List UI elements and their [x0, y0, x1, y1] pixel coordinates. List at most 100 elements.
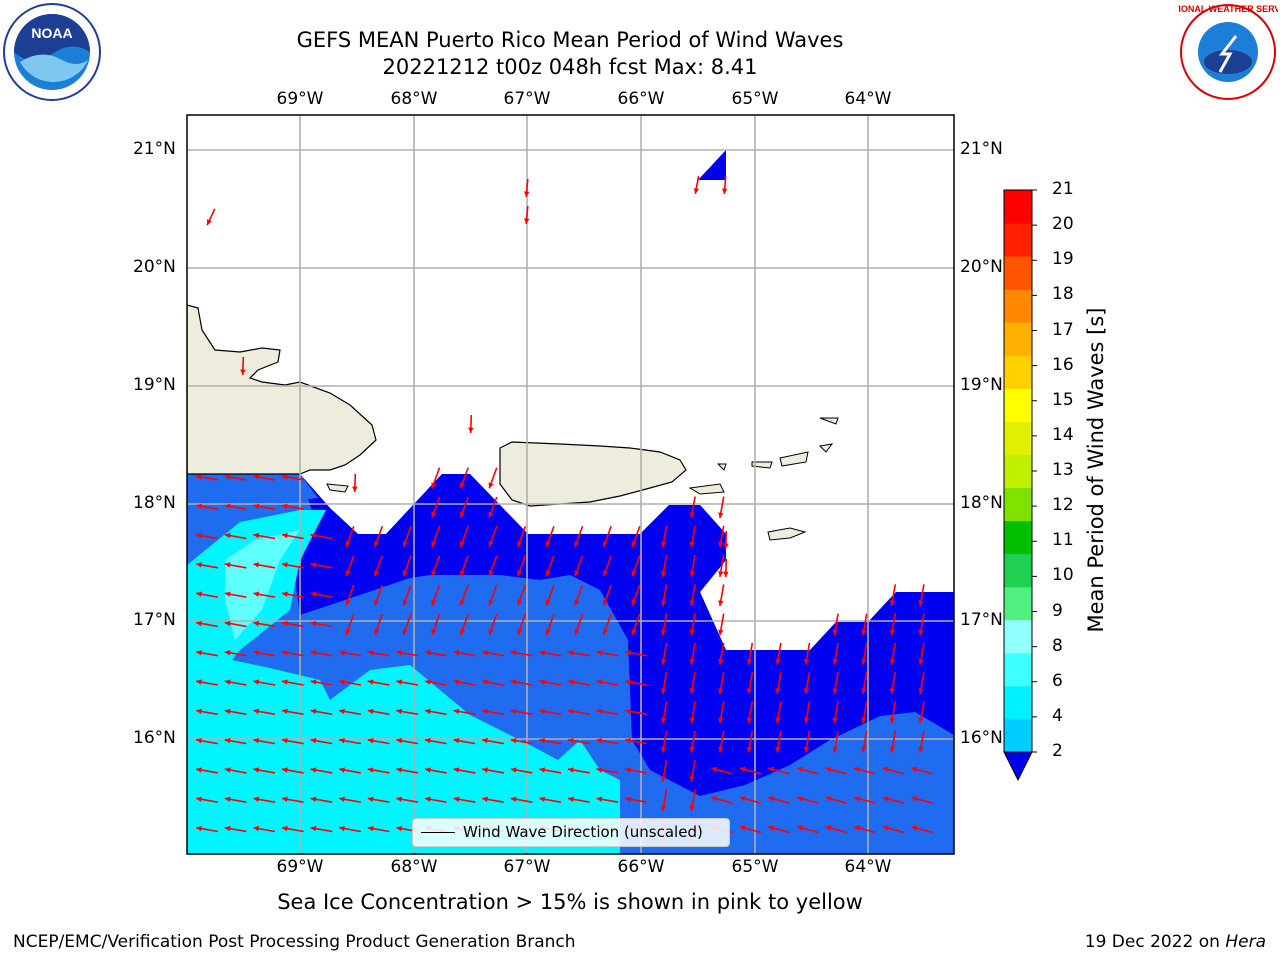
- wave-arrow-head: [196, 767, 202, 773]
- footer-credit: NCEP/EMC/Verification Post Processing Pr…: [13, 932, 576, 952]
- lon-label-top: 69°W: [276, 89, 324, 109]
- wave-arrow-head: [832, 746, 838, 753]
- land-hispaniola: [187, 304, 377, 475]
- wave-arrow-head: [281, 796, 288, 803]
- wave-arrow-head: [796, 796, 803, 802]
- wave-arrow-head: [431, 511, 437, 518]
- wave-arrow-head: [339, 738, 345, 744]
- wave-arrow-head: [510, 767, 517, 773]
- land-vieques: [688, 483, 725, 495]
- grid: [187, 115, 954, 854]
- wave-arrow-head: [689, 688, 695, 694]
- wave-arrow-head: [281, 620, 288, 627]
- wave-arrow-head: [721, 188, 728, 194]
- wave-arrow-head: [310, 591, 317, 597]
- ice-note: Sea Ice Concentration > 15% is shown in …: [277, 890, 863, 914]
- colorbar-tick-label: 12: [1052, 495, 1074, 516]
- wave-arrow-head: [224, 708, 231, 715]
- wave-arrow-head: [539, 679, 546, 685]
- wave-arrow-head: [281, 679, 288, 685]
- wave-arrow-head: [253, 708, 260, 715]
- wave-arrow-head: [523, 191, 530, 197]
- wave-arrow-head: [523, 218, 530, 224]
- wave-arrow-head: [459, 511, 466, 518]
- wave-arrow-head: [539, 708, 546, 715]
- wave-arrow-head: [402, 570, 408, 577]
- wave-arrow-head: [488, 599, 494, 606]
- wave-arrow-head: [660, 658, 667, 665]
- wave-arrow-head: [310, 650, 317, 656]
- wave-arrow-head: [517, 540, 523, 547]
- wave-arrow-head: [196, 708, 202, 715]
- colorbar-extend: [1003, 751, 1033, 782]
- wave-arrow-head: [832, 629, 838, 636]
- wave-arrow-head: [689, 629, 695, 636]
- wave-arrow-head: [911, 766, 918, 773]
- wave-arrow-head: [310, 562, 317, 568]
- land-st-croix: [767, 527, 807, 541]
- footer-date-text: 19 Dec 2022 on: [1084, 932, 1226, 952]
- wave-arrow-head: [224, 679, 231, 685]
- wave-arrow-head: [596, 796, 603, 803]
- wave-arrow-head: [367, 708, 374, 715]
- wave-arrow-head: [482, 708, 488, 715]
- wave-arrow-head: [424, 708, 431, 715]
- wave-arrow-head: [402, 540, 408, 547]
- wave-arrow-head: [918, 688, 924, 694]
- colorbar-tick-label: 10: [1052, 565, 1074, 586]
- lon-label-bottom: 69°W: [276, 857, 324, 877]
- wave-arrow-head: [882, 766, 889, 773]
- wave-arrow-head: [510, 738, 517, 744]
- wave-arrow-head: [718, 746, 724, 753]
- wave-arrow-head: [253, 562, 260, 568]
- lon-label-bottom: 65°W: [731, 857, 779, 877]
- period-field-dark-north: [295, 474, 954, 796]
- colorbar-segment: [1004, 421, 1032, 455]
- wave-arrow-head: [723, 571, 729, 577]
- wave-arrow-head: [431, 482, 437, 489]
- wave-arrow-head: [310, 738, 317, 744]
- colorbar-segment: [1004, 487, 1032, 522]
- wave-arrow-head: [567, 650, 574, 656]
- wave-arrow-head: [253, 620, 260, 627]
- wave-arrow-head: [882, 796, 889, 802]
- wave-arrow-head: [625, 796, 631, 803]
- wave-arrow-head: [424, 679, 431, 685]
- wave-arrow-head: [889, 688, 896, 694]
- wave-arrow-head: [396, 796, 403, 803]
- wave-arrow-head: [224, 796, 231, 803]
- lat-label-left: 21°N: [133, 139, 176, 159]
- wave-arrow-head: [339, 679, 345, 685]
- wave-arrow-head: [768, 825, 775, 831]
- legend-label: Wind Wave Direction (unscaled): [463, 823, 703, 841]
- wave-arrow-head: [854, 766, 861, 773]
- wave-arrow-head: [918, 717, 924, 724]
- wave-arrow-head: [196, 503, 202, 510]
- wave-arrow-head: [517, 599, 523, 606]
- wave-arrow-head: [918, 746, 924, 753]
- wave-arrow-head: [517, 628, 523, 635]
- wave-arrow-head: [739, 796, 746, 802]
- wave-arrow-head: [574, 628, 580, 635]
- wave-arrow-head: [224, 738, 231, 744]
- wave-arrow-head: [660, 805, 667, 812]
- wave-arrow-head: [431, 599, 437, 606]
- wave-arrow-head: [861, 688, 867, 694]
- wave-arrow-head: [739, 766, 746, 773]
- lon-label-bottom: 64°W: [844, 857, 892, 877]
- wave-arrow-head: [345, 540, 351, 547]
- wave-arrow-head: [459, 570, 466, 577]
- wave-arrow-head: [224, 825, 231, 832]
- wave-arrow-head: [424, 767, 431, 773]
- wave-arrow-head: [431, 570, 437, 577]
- wave-arrow-head: [832, 658, 838, 665]
- wave-arrow-head: [453, 708, 460, 715]
- wave-arrow-head: [889, 629, 896, 636]
- wave-arrow-head: [196, 679, 202, 685]
- wave-arrow-head: [689, 600, 695, 607]
- map-subtitle: 20221212 t00z 048h fcst Max: 8.41: [382, 55, 758, 79]
- colorbar-segment: [1004, 553, 1032, 588]
- wave-arrow-head: [310, 825, 317, 832]
- wave-arrow-head: [281, 532, 288, 539]
- colorbar-tick-label: 4: [1052, 705, 1063, 726]
